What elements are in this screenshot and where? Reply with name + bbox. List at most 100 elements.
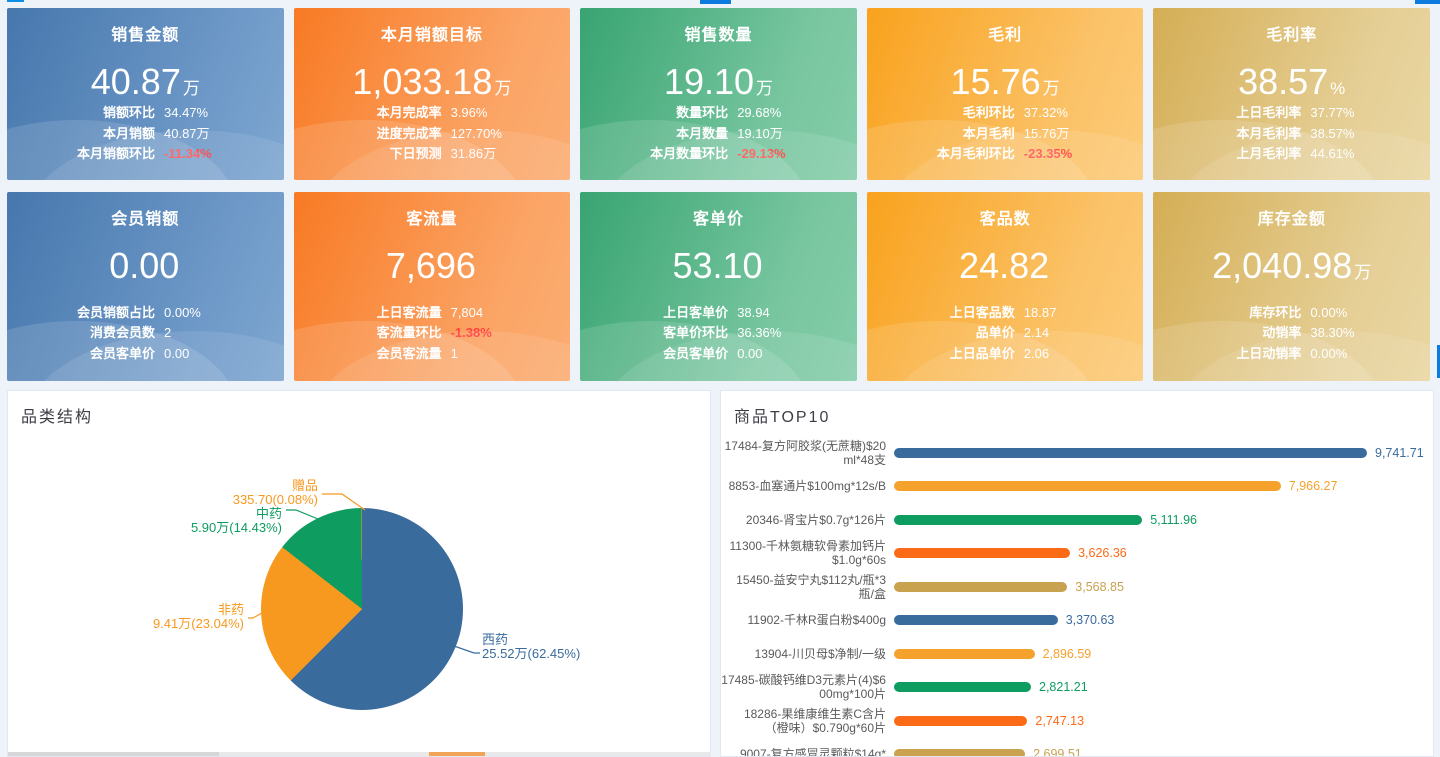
kpi-detail-row: 上日品单价 2.06 (867, 344, 1144, 364)
product-sales-bar[interactable] (894, 682, 1031, 693)
bar-track: 9,741.71 (894, 446, 1424, 460)
kpi-detail-row: 上日动销率 0.00% (1153, 344, 1430, 364)
product-sales-value: 3,626.36 (1078, 546, 1127, 561)
bar-track: 2,747.13 (894, 714, 1374, 728)
kpi-card-客单价: 客单价 53.10 上日客单价 38.94 客单价环比 36.36% 会员客单价 0.00 (580, 192, 857, 381)
kpi-detail-label: 上日动销率 (1236, 345, 1302, 361)
top-left-scrollbar-fragment[interactable] (7, 0, 24, 2)
kpi-detail-row: 本月数量环比 -29.13% (580, 144, 857, 164)
product-sales-bar[interactable] (894, 481, 1281, 492)
kpi-card-销售金额: 销售金额 40.87 万 销额环比 34.47% 本月销额 40.87万 本月销额环比 -… (7, 8, 284, 180)
kpi-card-title: 毛利率 (1266, 27, 1318, 44)
bar-track: 5,111.96 (894, 513, 1374, 527)
product-name-label: 13904-川贝母$净制/一级 (754, 646, 886, 661)
kpi-detail-value: 0.00% (164, 304, 201, 320)
kpi-card-value: 38.57 % (1153, 61, 1430, 103)
kpi-card-title: 销售金额 (111, 27, 180, 44)
kpi-detail-value: 3.96% (450, 105, 488, 120)
bar-track: 2,699.51 (894, 747, 1374, 756)
product-name-label: 17484-复方阿胶浆(无蔗糖)$20ml*48支 (724, 438, 886, 467)
kpi-value-number: 1,033.18 (352, 61, 493, 102)
kpi-card-title: 销售数量 (684, 27, 753, 44)
pie-label-non-drug: 非药 9.41万(23.04%) (152, 602, 244, 631)
kpi-detail-label: 本月完成率 (376, 105, 442, 120)
kpi-detail-label: 本月毛利 (962, 125, 1015, 141)
product-sales-bar[interactable] (894, 514, 1143, 525)
product-sales-bar[interactable] (894, 581, 1068, 592)
kpi-detail-row: 本月毛利 15.76万 (867, 124, 1144, 144)
product-name-label: 15450-益安宁丸$112丸/瓶*3瓶/盒 (736, 572, 886, 601)
top10-title: 商品TOP10 (734, 409, 831, 426)
kpi-detail-row: 库存环比 0.00% (1153, 303, 1430, 323)
product-sales-bar[interactable] (894, 749, 1026, 756)
kpi-card-value: 24.82 (867, 245, 1144, 287)
pie-label-chinese-medicine: 中药 5.90万(14.43%) (190, 506, 282, 535)
kpi-detail-label: 上日毛利率 (1236, 105, 1302, 120)
product-sales-value: 2,896.59 (1042, 646, 1092, 661)
kpi-detail-value: 0.00 (737, 345, 763, 361)
bar-track: 3,370.63 (894, 613, 1374, 627)
kpi-card-value: 7,696 (294, 245, 571, 287)
kpi-detail-label: 会员客流量 (376, 345, 442, 361)
product-sales-value: 7,966.27 (1288, 479, 1338, 494)
product-sales-bar[interactable] (894, 648, 1035, 659)
top10-row: 17484-复方阿胶浆(无蔗糖)$20ml*48支 9,741.71 (721, 436, 1433, 470)
top10-row: 11902-千林R蛋白粉$400g 3,370.63 (721, 604, 1433, 638)
top-right-scrollbar-fragment[interactable] (1415, 0, 1440, 4)
kpi-detail-row: 会员客流量 1 (294, 344, 571, 364)
kpi-detail-label: 本月数量环比 (650, 146, 729, 161)
kpi-detail-value: 19.10万 (737, 125, 783, 141)
vertical-scrollbar-thumb[interactable] (1437, 345, 1440, 378)
kpi-detail-label: 客流量环比 (376, 325, 442, 340)
product-name-label: 11300-千林氨糖软骨素加钙片$1.0g*60s (729, 539, 886, 568)
kpi-detail-label: 本月销额环比 (76, 146, 155, 161)
kpi-detail-rows: 上日客单价 38.94 客单价环比 36.36% 会员客单价 0.00 (580, 303, 857, 364)
pie[interactable] (261, 508, 463, 710)
product-name-label: 20346-肾宝片$0.7g*126片 (745, 512, 886, 527)
product-name-label: 17485-碳酸钙维D3元素片(4)$600mg*100片 (721, 673, 886, 702)
top10-row: 18286-果维康维生素C含片（橙味）$0.790g*60片 2,747.13 (721, 704, 1433, 738)
kpi-detail-label: 消费会员数 (89, 325, 155, 340)
kpi-detail-value: 34.47% (164, 105, 209, 120)
kpi-detail-row: 客流量环比 -1.38% (294, 323, 571, 343)
kpi-detail-label: 上日客品数 (949, 304, 1015, 320)
kpi-detail-row: 本月毛利率 38.57% (1153, 124, 1430, 144)
kpi-detail-row: 上月毛利率 44.61% (1153, 144, 1430, 164)
top10-rows: 17484-复方阿胶浆(无蔗糖)$20ml*48支 9,741.71 8853-… (721, 436, 1433, 757)
top10-row: 15450-益安宁丸$112丸/瓶*3瓶/盒 3,568.85 (721, 570, 1433, 604)
kpi-detail-value: -11.34% (164, 146, 212, 161)
kpi-detail-label: 本月毛利率 (1236, 125, 1302, 141)
product-name-label: 9007-复方感冒灵颗粒$14g* (739, 747, 886, 757)
kpi-detail-value: 31.86万 (450, 146, 497, 161)
kpi-detail-label: 客单价环比 (663, 325, 729, 340)
product-sales-bar[interactable] (894, 447, 1367, 458)
kpi-value-number: 15.76 (950, 61, 1041, 102)
kpi-detail-row: 客单价环比 36.36% (580, 323, 857, 343)
kpi-detail-row: 本月毛利环比 -23.35% (867, 144, 1144, 164)
product-sales-bar[interactable] (894, 615, 1058, 626)
kpi-card-value: 0.00 (7, 245, 284, 287)
product-sales-bar[interactable] (894, 715, 1028, 726)
kpi-detail-row: 本月销额环比 -11.34% (7, 144, 284, 164)
kpi-detail-value: 44.61% (1310, 146, 1355, 161)
kpi-detail-rows: 数量环比 29.68% 本月数量 19.10万 本月数量环比 -29.13% (580, 103, 857, 164)
strip-segment-orange (429, 752, 486, 756)
kpi-detail-row: 会员客单价 0.00 (580, 344, 857, 364)
kpi-value-unit: 万 (494, 79, 512, 98)
kpi-card-value: 2,040.98 万 (1153, 245, 1430, 287)
kpi-value-number: 53.10 (672, 245, 763, 286)
kpi-detail-value: -23.35% (1023, 146, 1073, 161)
top-center-scrollbar-fragment[interactable] (700, 0, 731, 4)
kpi-card-会员销额: 会员销额 0.00 会员销额占比 0.00% 消费会员数 2 会员客单价 0.00 (7, 192, 284, 381)
kpi-detail-row: 会员销额占比 0.00% (7, 303, 284, 323)
kpi-card-title: 客流量 (406, 211, 458, 228)
kpi-card-销售数量: 销售数量 19.10 万 数量环比 29.68% 本月数量 19.10万 本月数量环比 -… (580, 8, 857, 180)
kpi-detail-value: 38.94 (737, 304, 770, 320)
kpi-detail-row: 毛利环比 37.32% (867, 103, 1144, 123)
pie-label-gift: 赠品 335.70(0.08%) (232, 478, 318, 507)
kpi-detail-value: 40.87万 (164, 125, 210, 141)
product-sales-bar[interactable] (894, 548, 1071, 559)
top10-row: 20346-肾宝片$0.7g*126片 5,111.96 (721, 503, 1433, 537)
bar-track: 3,568.85 (894, 580, 1374, 594)
product-sales-value: 5,111.96 (1150, 512, 1197, 527)
